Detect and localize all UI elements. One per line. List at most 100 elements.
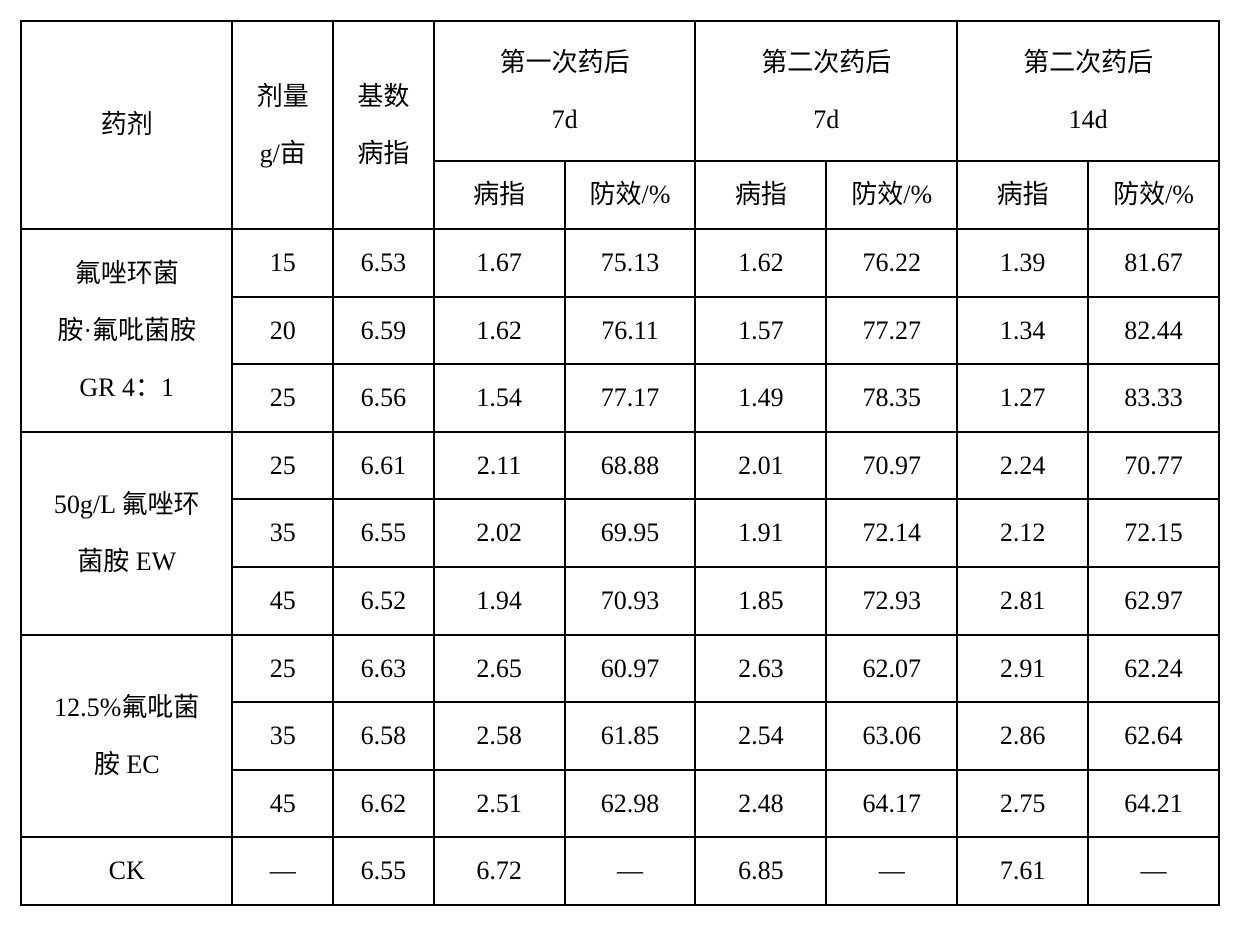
cell: 62.24 [1088,635,1219,703]
cell: 1.67 [434,229,565,297]
cell: 2.75 [957,770,1088,838]
cell: 1.62 [434,297,565,365]
cell: 1.62 [695,229,826,297]
cell: 77.27 [826,297,957,365]
agent-cell: 12.5%氟吡菌胺 EC [21,635,232,838]
cell: 69.95 [565,499,696,567]
efficacy-table: 药剂 剂量g/亩 基数病指 第一次药后7d 第二次药后7d 第二次药后14d 病… [20,20,1220,906]
cell: 2.54 [695,702,826,770]
col-group-2: 第二次药后7d [695,21,957,161]
table-row-ck: CK — 6.55 6.72 — 6.85 — 7.61 — [21,837,1219,905]
cell: 60.97 [565,635,696,703]
cell: 45 [232,567,333,635]
col-group-1: 第一次药后7d [434,21,696,161]
col-agent: 药剂 [21,21,232,229]
cell: 2.12 [957,499,1088,567]
cell: 6.56 [333,364,434,432]
col-group-3: 第二次药后14d [957,21,1219,161]
cell: 1.49 [695,364,826,432]
cell: 45 [232,770,333,838]
cell: 70.77 [1088,432,1219,500]
cell: 70.93 [565,567,696,635]
cell: — [1088,837,1219,905]
cell: 77.17 [565,364,696,432]
cell: 6.55 [333,837,434,905]
col-dose: 剂量g/亩 [232,21,333,229]
col-bz1: 病指 [434,161,565,229]
cell: 2.02 [434,499,565,567]
cell: 62.64 [1088,702,1219,770]
agent-cell: CK [21,837,232,905]
cell: 1.39 [957,229,1088,297]
cell: 2.86 [957,702,1088,770]
cell: 64.21 [1088,770,1219,838]
col-fx1: 防效/% [565,161,696,229]
cell: 6.72 [434,837,565,905]
cell: 83.33 [1088,364,1219,432]
cell: 25 [232,432,333,500]
cell: 81.67 [1088,229,1219,297]
cell: 61.85 [565,702,696,770]
cell: 64.17 [826,770,957,838]
cell: 6.61 [333,432,434,500]
agent-cell: 50g/L 氟唑环菌胺 EW [21,432,232,635]
cell: 2.51 [434,770,565,838]
table-row: 50g/L 氟唑环菌胺 EW 25 6.61 2.11 68.88 2.01 7… [21,432,1219,500]
cell: 68.88 [565,432,696,500]
cell: 62.97 [1088,567,1219,635]
cell: 6.85 [695,837,826,905]
col-bz2: 病指 [695,161,826,229]
agent-cell: 氟唑环菌胺·氟吡菌胺GR 4：1 [21,229,232,432]
cell: 78.35 [826,364,957,432]
cell: — [232,837,333,905]
cell: 6.63 [333,635,434,703]
cell: 62.98 [565,770,696,838]
cell: 6.55 [333,499,434,567]
cell: 76.22 [826,229,957,297]
cell: 20 [232,297,333,365]
cell: 2.01 [695,432,826,500]
cell: — [826,837,957,905]
cell: 1.94 [434,567,565,635]
cell: 1.57 [695,297,826,365]
cell: 76.11 [565,297,696,365]
cell: 2.48 [695,770,826,838]
cell: 72.93 [826,567,957,635]
cell: 6.62 [333,770,434,838]
cell: 6.53 [333,229,434,297]
cell: 82.44 [1088,297,1219,365]
cell: 2.24 [957,432,1088,500]
col-fx2: 防效/% [826,161,957,229]
cell: 2.81 [957,567,1088,635]
cell: 25 [232,635,333,703]
cell: — [565,837,696,905]
col-bz3: 病指 [957,161,1088,229]
cell: 15 [232,229,333,297]
cell: 2.63 [695,635,826,703]
cell: 1.34 [957,297,1088,365]
cell: 63.06 [826,702,957,770]
cell: 72.14 [826,499,957,567]
cell: 6.52 [333,567,434,635]
cell: 2.11 [434,432,565,500]
cell: 25 [232,364,333,432]
cell: 1.85 [695,567,826,635]
table-row: 氟唑环菌胺·氟吡菌胺GR 4：1 15 6.53 1.67 75.13 1.62… [21,229,1219,297]
cell: 2.91 [957,635,1088,703]
table-row: 12.5%氟吡菌胺 EC 25 6.63 2.65 60.97 2.63 62.… [21,635,1219,703]
cell: 6.58 [333,702,434,770]
cell: 1.27 [957,364,1088,432]
cell: 1.91 [695,499,826,567]
cell: 2.58 [434,702,565,770]
cell: 7.61 [957,837,1088,905]
cell: 62.07 [826,635,957,703]
cell: 72.15 [1088,499,1219,567]
cell: 2.65 [434,635,565,703]
cell: 6.59 [333,297,434,365]
cell: 35 [232,499,333,567]
cell: 75.13 [565,229,696,297]
cell: 35 [232,702,333,770]
header-row-1: 药剂 剂量g/亩 基数病指 第一次药后7d 第二次药后7d 第二次药后14d [21,21,1219,161]
col-fx3: 防效/% [1088,161,1219,229]
col-base: 基数病指 [333,21,434,229]
